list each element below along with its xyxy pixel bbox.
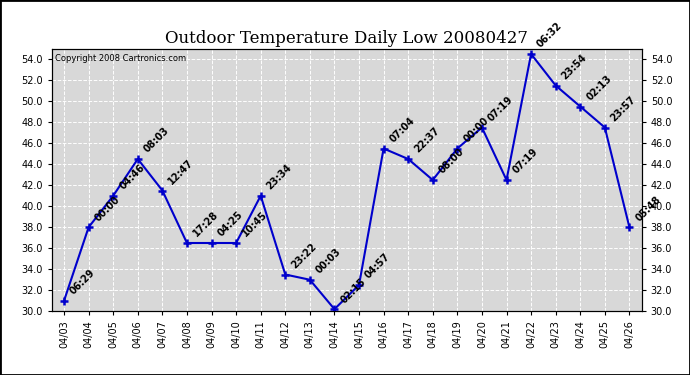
Text: 04:25: 04:25 xyxy=(216,210,245,239)
Title: Outdoor Temperature Daily Low 20080427: Outdoor Temperature Daily Low 20080427 xyxy=(165,30,529,47)
Text: 23:54: 23:54 xyxy=(560,53,589,81)
Text: 08:00: 08:00 xyxy=(437,147,466,176)
Text: 06:32: 06:32 xyxy=(535,21,564,50)
Text: 02:15: 02:15 xyxy=(339,276,368,305)
Text: 07:19: 07:19 xyxy=(486,94,515,123)
Text: 04:57: 04:57 xyxy=(363,252,392,281)
Text: 22:37: 22:37 xyxy=(413,126,442,155)
Text: 06:29: 06:29 xyxy=(68,268,97,297)
Text: 17:28: 17:28 xyxy=(191,210,220,239)
Text: 05:48: 05:48 xyxy=(633,194,662,223)
Text: 12:47: 12:47 xyxy=(166,158,195,186)
Text: 00:00: 00:00 xyxy=(462,116,491,144)
Text: 10:45: 10:45 xyxy=(240,210,269,239)
Text: 23:34: 23:34 xyxy=(265,163,294,192)
Text: 23:57: 23:57 xyxy=(609,94,638,123)
Text: 07:04: 07:04 xyxy=(388,116,417,144)
Text: 07:19: 07:19 xyxy=(511,147,540,176)
Text: 00:00: 00:00 xyxy=(92,194,121,223)
Text: 00:03: 00:03 xyxy=(314,247,343,276)
Text: 23:22: 23:22 xyxy=(289,242,318,270)
Text: 08:03: 08:03 xyxy=(142,126,171,155)
Text: 04:46: 04:46 xyxy=(117,163,146,192)
Text: 02:13: 02:13 xyxy=(584,74,613,102)
Text: Copyright 2008 Cartronics.com: Copyright 2008 Cartronics.com xyxy=(55,54,186,63)
